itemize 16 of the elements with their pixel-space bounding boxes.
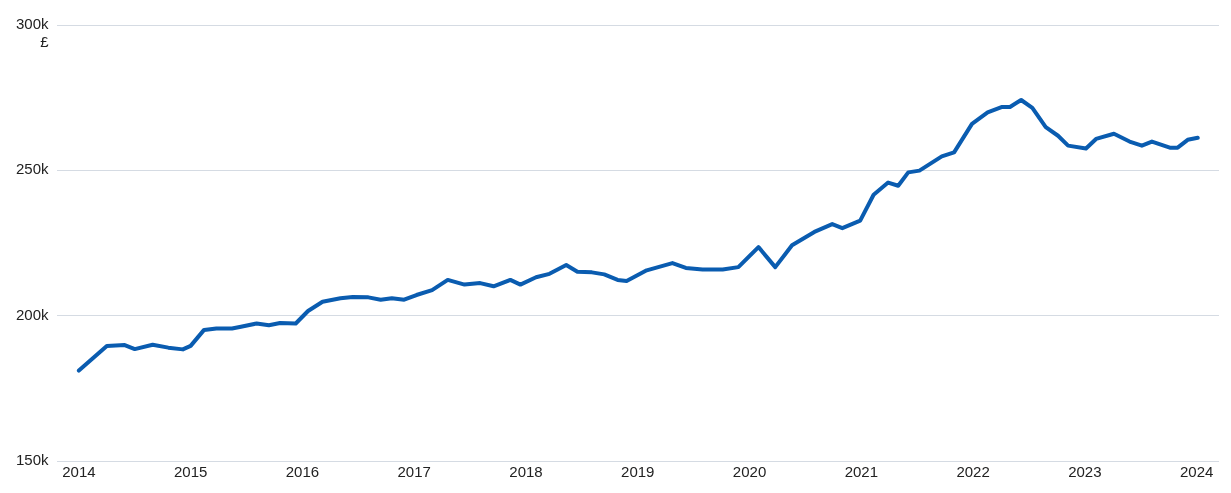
x-tick-label: 2022 bbox=[956, 463, 990, 481]
y-axis-title: £ bbox=[40, 32, 50, 50]
x-tick-label: 2015 bbox=[173, 463, 208, 481]
x-tick-label: 2020 bbox=[732, 463, 767, 481]
x-tick-label: 2014 bbox=[62, 463, 96, 481]
x-tick-label: 2018 bbox=[509, 463, 543, 481]
x-tick-label: 2023 bbox=[1068, 463, 1102, 481]
x-tick-label: 2021 bbox=[844, 463, 878, 481]
x-tick-label: 2016 bbox=[285, 463, 320, 481]
x-tick-label: 2024 bbox=[1179, 463, 1214, 481]
x-tick-label: 2019 bbox=[621, 463, 655, 481]
x-tick-label: 2017 bbox=[397, 463, 431, 481]
y-tick-label: 150k bbox=[16, 451, 50, 469]
y-tick-label: 200k bbox=[16, 305, 50, 323]
y-tick-label: 250k bbox=[16, 160, 50, 178]
y-tick-label: 300k bbox=[16, 15, 50, 33]
